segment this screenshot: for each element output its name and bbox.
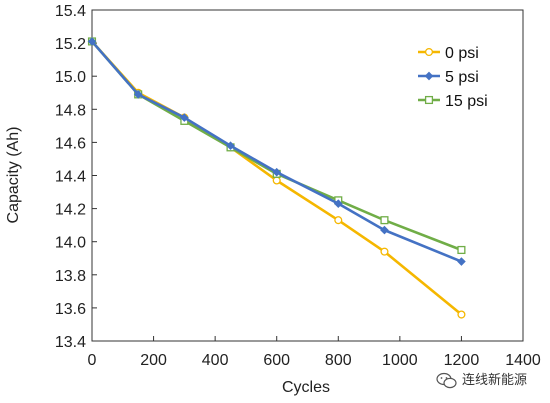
series-5-psi-line	[90, 40, 463, 263]
series-0-psi-point	[457, 310, 466, 319]
y-tick-label: 14.8	[55, 102, 86, 119]
axes: 13.4 13.6 13.8 14.0 14.2 14.4 14.6 14.8 15.0 15.2…	[55, 3, 541, 369]
legend-5-psi-label: 5 psi	[445, 69, 479, 86]
watermark: 连线新能源	[436, 372, 527, 389]
y-tick-label: 14.4	[55, 169, 86, 186]
y-tick-label: 14.0	[55, 235, 86, 252]
series-5-psi-point	[226, 141, 235, 151]
series-5-psi-point	[180, 113, 189, 122]
series-5-psi-point	[457, 257, 466, 266]
x-tick-label: 400	[202, 352, 229, 369]
legend-15-psi: 15 psi	[418, 93, 488, 110]
y-axis-title: Capacity (Ah)	[5, 127, 22, 224]
series-15-psi-line	[90, 40, 463, 252]
legend-15-psi-label: 15 psi	[445, 93, 488, 110]
series-5-psi-point	[380, 225, 389, 235]
y-tick-label: 14.6	[55, 135, 86, 152]
legend-0-psi-label: 0 psi	[445, 45, 479, 62]
y-tick-label: 13.4	[55, 334, 86, 351]
legend-0-psi-point	[424, 47, 434, 57]
legend: 0 psi 5 psi 15 psi	[418, 45, 488, 110]
y-tick-label: 15.4	[55, 3, 86, 20]
series-0-psi	[87, 37, 466, 319]
x-axis-title: Cycles	[282, 379, 330, 396]
series-5-psi-point	[133, 90, 143, 99]
legend-5-psi: 5 psi	[418, 69, 479, 86]
x-tick-label: 1400	[505, 352, 541, 369]
series-layer	[87, 37, 466, 319]
series-0-psi-point	[334, 216, 343, 225]
series-15-psi	[87, 37, 466, 255]
legend-15-psi-point	[424, 95, 434, 105]
series-5-psi-point	[272, 167, 282, 177]
watermark-text: 连线新能源	[462, 372, 527, 388]
series-5-psi-point	[87, 37, 97, 46]
y-tick-label: 14.2	[55, 202, 86, 219]
x-tick-label: 200	[140, 352, 167, 369]
x-tick-label: 600	[263, 352, 290, 369]
y-tick-label: 15.0	[55, 69, 86, 86]
y-tick-label: 13.6	[55, 301, 86, 318]
legend-5-psi-point	[424, 71, 434, 81]
series-5-psi-point	[333, 199, 343, 208]
x-tick-label: 1200	[444, 352, 480, 369]
x-tick-label: 1000	[382, 352, 418, 369]
legend-0-psi: 0 psi	[418, 45, 479, 62]
series-0-psi-point	[380, 247, 389, 256]
series-15-psi-point	[457, 245, 466, 255]
series-15-psi-point	[380, 216, 389, 225]
x-tick-label: 800	[325, 352, 352, 369]
wechat-icon	[436, 372, 457, 389]
y-tick-label: 13.8	[55, 268, 86, 285]
x-tick-label: 0	[88, 352, 97, 369]
series-5-psi	[87, 37, 466, 266]
y-tick-label: 15.2	[55, 36, 86, 53]
series-0-psi-point	[272, 176, 281, 185]
